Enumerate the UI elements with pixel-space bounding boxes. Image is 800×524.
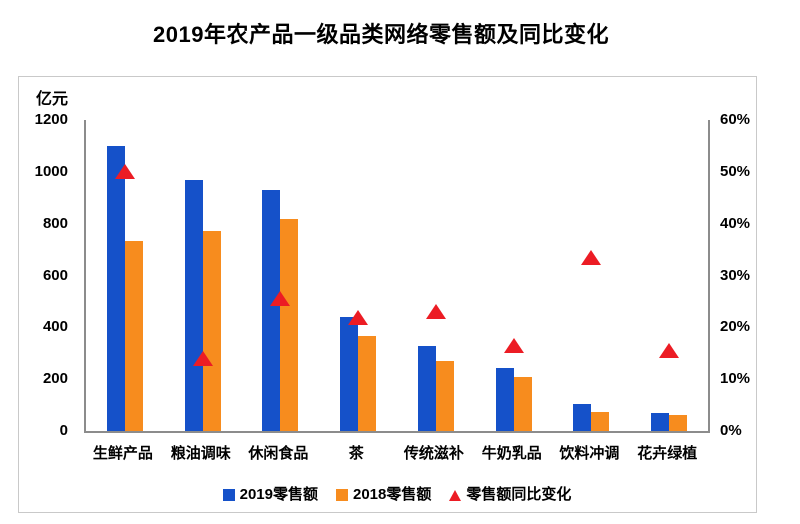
legend-item: 零售额同比变化 — [449, 486, 571, 504]
bar-2018 — [591, 411, 610, 431]
legend-item: 2018零售额 — [335, 486, 432, 504]
bar-2018 — [435, 361, 454, 431]
legend-item: 2019零售额 — [222, 486, 318, 504]
legend: 2019零售额 2018零售额 零售额同比变化 — [84, 485, 710, 505]
yoy-marker — [581, 249, 602, 265]
right-axis-tick: 50% — [720, 162, 751, 180]
legend-label: 2018零售额 — [352, 486, 432, 503]
left-axis-tick: 1000 — [34, 162, 68, 180]
yoy-marker — [659, 343, 680, 359]
yoy-marker — [348, 309, 369, 325]
bar-2019 — [106, 145, 125, 431]
left-axis-tick: 0 — [59, 422, 68, 439]
legend-label: 2019零售额 — [239, 486, 318, 503]
right-axis-tick: 0% — [720, 422, 742, 439]
right-axis-tick: 40% — [720, 214, 751, 232]
yoy-marker — [270, 291, 291, 307]
plot-area — [84, 120, 710, 433]
left-axis-tick: 200 — [42, 370, 68, 388]
yoy-marker — [192, 350, 213, 366]
bar-2019 — [651, 412, 670, 431]
left-axis-tick: 600 — [42, 266, 68, 284]
bar-2019 — [495, 367, 514, 431]
chart-title: 2019年农产品一级品类网络零售额及同比变化 — [153, 22, 609, 47]
category-label: 牛奶乳品 — [481, 445, 542, 462]
category-label: 生鲜产品 — [92, 445, 153, 462]
yoy-marker — [114, 164, 135, 180]
yoy-marker — [425, 304, 446, 320]
bar-2019 — [340, 317, 359, 431]
category-label: 饮料冲调 — [559, 445, 620, 462]
category-label: 传统滋补 — [403, 445, 464, 462]
bar-2018 — [358, 336, 377, 431]
right-axis-tick: 60% — [720, 111, 751, 128]
category-label: 花卉绿植 — [637, 445, 698, 462]
legend-label: 零售额同比变化 — [466, 486, 572, 503]
chart-frame: 亿元 1200 1000 800 600 400 200 0 60% 50% 40% 30% 20%… — [18, 76, 757, 513]
bar-2018 — [280, 218, 299, 431]
legend-swatch-2018零售额 — [335, 489, 348, 501]
bar-2019 — [262, 190, 281, 431]
right-axis-tick: 30% — [720, 266, 751, 284]
bar-2018 — [513, 376, 532, 431]
bar-2019 — [184, 179, 203, 431]
left-axis-unit-label: 亿元 — [36, 91, 69, 108]
left-axis-tick: 1200 — [34, 111, 68, 128]
bar-2019 — [573, 403, 592, 431]
yoy-marker — [503, 338, 524, 353]
bar-2018 — [124, 240, 143, 431]
category-label: 粮油调味 — [170, 445, 231, 462]
legend-triangle-icon — [449, 489, 462, 501]
bar-2019 — [417, 345, 436, 431]
left-axis-tick: 800 — [42, 214, 68, 232]
category-label: 休闲食品 — [248, 445, 309, 462]
legend-swatch-2019零售额 — [222, 489, 235, 501]
category-label: 茶 — [348, 445, 364, 462]
right-axis-tick: 10% — [720, 370, 751, 388]
left-axis-tick: 400 — [42, 318, 68, 336]
right-axis-tick: 20% — [720, 318, 751, 336]
bar-2018 — [669, 415, 688, 431]
bar-2018 — [202, 231, 221, 431]
